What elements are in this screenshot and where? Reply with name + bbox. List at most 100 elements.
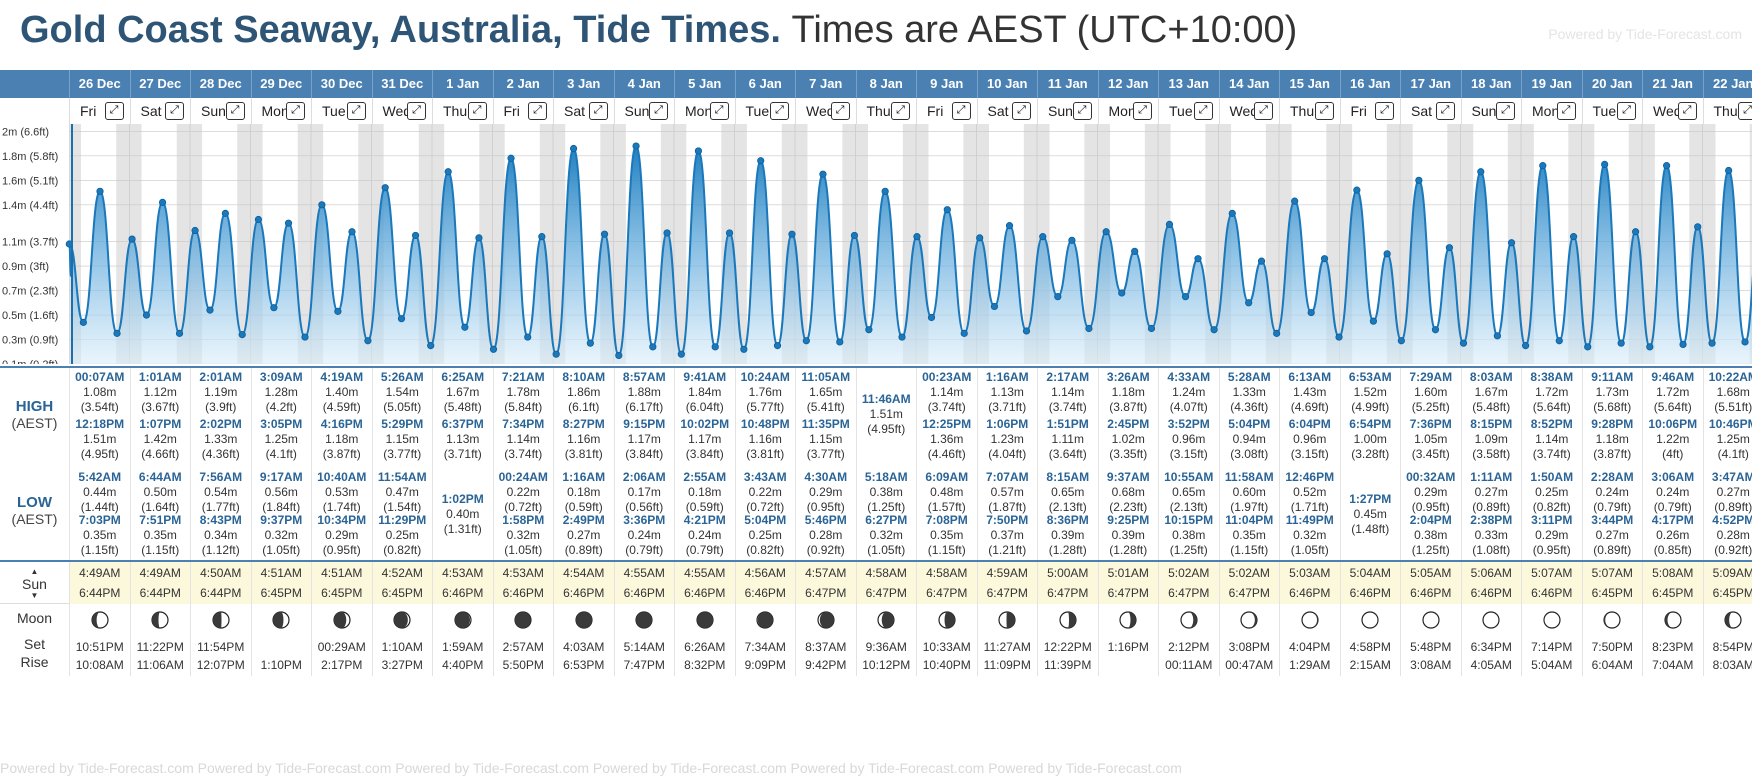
moonrise-time: 3:08AM (1410, 658, 1452, 672)
expand-icon[interactable]: ⤢ (1375, 102, 1394, 120)
expand-icon[interactable]: ⤢ (709, 102, 729, 120)
high-tide-feet: (3.58ft) (1472, 447, 1511, 461)
expand-icon[interactable]: ⤢ (649, 102, 668, 120)
day-header: Thu ⤢ (1702, 98, 1752, 124)
moon-cell: 7:34AM 9:09PM (734, 604, 796, 676)
expand-icon[interactable]: ⤢ (467, 102, 487, 120)
expand-icon[interactable]: ⤢ (588, 102, 608, 120)
expand-icon[interactable]: ⤢ (1072, 102, 1092, 120)
expand-icon[interactable]: ⤢ (1677, 102, 1697, 120)
moonrise-time: 4:40PM (442, 658, 484, 672)
low-tide-feet: (0.82ft) (746, 543, 785, 557)
sun-times: 4:53AM 6:46PM (492, 562, 553, 604)
high-tide-meters: 1.05m (1414, 432, 1448, 446)
high-tide-time: 8:52PM (1530, 417, 1573, 431)
expand-icon[interactable]: ⤢ (165, 102, 184, 120)
low-tide: 3:11PM 0.29m (0.95ft) (1522, 513, 1582, 558)
low-tide-time: 1:58PM (502, 513, 545, 527)
sunrise-time: 4:53AM (442, 566, 484, 580)
moon-phase-icon (1543, 611, 1561, 629)
high-tide-feet: (5.77ft) (746, 400, 785, 414)
sunrise-time: 4:55AM (684, 566, 726, 580)
low-tide-time: 4:21PM (683, 513, 726, 527)
expand-icon[interactable]: ⤢ (407, 102, 426, 120)
expand-icon[interactable]: ⤢ (225, 102, 245, 120)
moon-phase-icon (635, 611, 653, 629)
expand-icon[interactable]: ⤢ (104, 102, 124, 120)
moon-shadow (394, 612, 409, 628)
expand-icon[interactable]: ⤢ (528, 102, 547, 120)
high-tide-feet: (3.84ft) (625, 447, 664, 461)
sun-times: 4:59AM 6:47PM (976, 562, 1037, 604)
day-header: Mon ⤢ (1521, 98, 1582, 124)
high-tide: 1:06PM 1.23m (4.04ft) (978, 417, 1038, 462)
expand-icon[interactable]: ⤢ (286, 102, 305, 120)
high-tide-feet: (4.36ft) (1230, 400, 1269, 414)
expand-icon[interactable]: ⤢ (951, 102, 971, 120)
tide-point (1539, 162, 1547, 170)
expand-icon[interactable]: ⤢ (1738, 102, 1752, 120)
expand-icon[interactable]: ⤢ (770, 102, 789, 120)
sunset-time: 6:45PM (321, 586, 363, 600)
tide-point (586, 339, 594, 347)
expand-icon[interactable]: ⤢ (1496, 102, 1515, 120)
expand-icon[interactable]: ⤢ (1254, 102, 1273, 120)
high-tide-meters: 1.51m (83, 432, 117, 446)
high-tide: 6:04PM 0.96m (3.15ft) (1280, 417, 1340, 462)
day-of-week: Fri (927, 103, 944, 119)
day-of-week: Sat (1411, 103, 1433, 119)
low-tide-time: 2:38PM (1470, 513, 1513, 527)
high-tide-column: 2:17AM 1.14m (3.74ft) 1:51PM 1.11m (3.64ft) (1037, 368, 1098, 462)
moon-shadow (944, 612, 955, 628)
expand-icon[interactable]: ⤢ (1314, 102, 1334, 120)
moonrise-time: 1:10PM (260, 658, 302, 672)
high-tide-feet: (3.64ft) (1048, 447, 1087, 461)
tide-point (113, 329, 121, 337)
moonrise-time: 5:50PM (502, 658, 544, 672)
expand-icon[interactable]: ⤢ (346, 102, 366, 120)
day-of-week: Wed (1653, 103, 1682, 119)
high-tide-column: 4:33AM 1.24m (4.07ft) 3:52PM 0.96m (3.15ft) (1158, 368, 1219, 462)
day-header: Tue ⤢ (734, 98, 796, 124)
moon-cell: 4:58PM 2:15AM (1339, 604, 1401, 676)
low-tide-feet: (1.15ft) (141, 543, 180, 557)
low-tide: 8:36PM 0.39m (1.28ft) (1038, 513, 1098, 558)
low-tide-meters: 0.25m (385, 528, 419, 542)
expand-icon[interactable]: ⤢ (1556, 102, 1576, 120)
expand-icon[interactable]: ⤢ (830, 102, 850, 120)
expand-icon[interactable]: ⤢ (1012, 102, 1031, 120)
moon-phase-icon (1240, 611, 1258, 629)
high-tide-meters: 1.15m (385, 432, 419, 446)
tide-point (990, 302, 999, 311)
expand-icon[interactable]: ⤢ (1617, 102, 1636, 120)
tide-point (1320, 255, 1329, 263)
sun-times: 5:05AM 6:46PM (1400, 562, 1461, 604)
expand-icon[interactable]: ⤢ (891, 102, 910, 120)
low-tide-time: 6:09AM (925, 470, 969, 484)
sun-times: 4:53AM 6:46PM (432, 562, 493, 604)
high-tide-time: 6:54PM (1349, 417, 1392, 431)
high-tide: 7:36PM 1.05m (3.45ft) (1401, 417, 1461, 462)
low-tide-meters: 0.44m (83, 485, 117, 499)
low-tide: 7:03PM 0.35m (1.15ft) (70, 513, 130, 558)
low-tide-meters: 0.35m (143, 528, 177, 542)
high-tide-time: 3:52PM (1167, 417, 1210, 431)
sunset-time: 6:46PM (563, 586, 605, 600)
tide-point (1617, 339, 1625, 347)
expand-icon[interactable]: ⤢ (1435, 102, 1455, 120)
moon-cell: 5:14AM 7:47PM (613, 604, 675, 676)
y-tick-label: 0.3m (0.9ft) (2, 335, 58, 347)
expand-icon[interactable]: ⤢ (1193, 102, 1213, 120)
moonset-time: 7:50PM (1591, 640, 1633, 654)
tide-point (1273, 329, 1281, 337)
high-tide-time: 8:57AM (622, 370, 666, 384)
moon-phase-icon (756, 611, 774, 629)
low-tide-feet: (0.95ft) (322, 543, 361, 557)
low-tide-feet: (0.79ft) (685, 543, 724, 557)
high-tide-feet: (4.1ft) (265, 447, 297, 461)
sunrise-time: 4:58AM (865, 566, 907, 580)
tide-point (927, 313, 936, 322)
low-tide-feet: (1.48ft) (1351, 522, 1390, 536)
expand-icon[interactable]: ⤢ (1133, 102, 1152, 120)
moon-shadow (91, 612, 100, 628)
